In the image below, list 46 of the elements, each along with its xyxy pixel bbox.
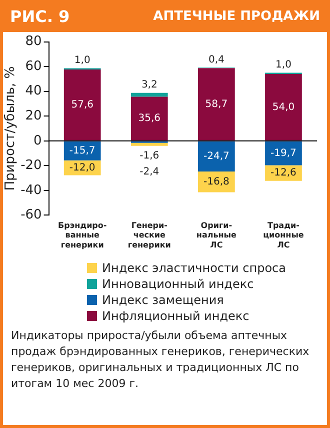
y-tick-label: 20 [25,108,42,124]
bar [198,171,235,192]
data-label: 58,7 [205,98,228,110]
data-label: 3,2 [141,79,158,90]
bar [64,141,101,160]
x-tick-label: Ориги- нальные ЛС [196,221,238,250]
y-tick-label: -60 [20,208,42,223]
data-label: -24,7 [204,151,230,162]
y-tick-label: 40 [25,84,42,99]
x-tick-label: Брэндиро- ванные генерики [58,221,107,250]
y-tick-label: 80 [25,34,42,50]
data-label: 1,0 [74,54,90,66]
bar [130,92,168,97]
bar [265,141,302,166]
data-label: -2,4 [140,166,160,178]
data-label: -12,6 [270,168,296,179]
bar [198,68,235,140]
data-label: -15,7 [69,145,96,156]
data-label: 35,6 [138,113,161,124]
data-label: -16,8 [204,176,230,188]
bar [265,74,302,140]
x-tick-label: Тради- ционные ЛС [263,221,304,250]
y-tick-label: 60 [25,58,42,74]
chart-title: РИС. 9 [10,6,70,26]
data-label: 0,4 [208,54,224,66]
bar [64,70,101,140]
legend-label: Инновационный индекс [102,276,254,292]
legend-label: Индекс замещения [102,292,224,308]
chart-subtitle: АПТЕЧНЫЕ ПРОДАЖИ [153,8,320,24]
text: Индикаторы прироста/убыли объема аптечных продаж брэндированных генериков, генерических генериков, оригинальных и традиционных ЛС по итогам 10 мес 2009 г. [10,328,310,392]
data-label: 57,6 [71,100,94,111]
data-label: -19,7 [270,148,296,159]
bar [130,96,168,140]
bar [130,142,168,146]
y-tick-label: -40 [20,182,42,198]
bar [198,141,235,172]
y-tick-label: 0 [34,133,42,148]
y-axis-title: Прирост/убыль, % [3,66,18,191]
data-label: 54,0 [272,102,295,113]
y-tick-label: -20 [20,158,42,174]
data-label: -1,6 [140,150,160,162]
x-tick-label: Генери- ческие генерики [128,221,171,250]
data-label: 1,0 [276,59,292,70]
legend-label: Индекс эластичности спроса [102,260,286,276]
data-label: -12,0 [69,162,96,174]
legend-label: Инфляционный индекс [102,308,250,324]
